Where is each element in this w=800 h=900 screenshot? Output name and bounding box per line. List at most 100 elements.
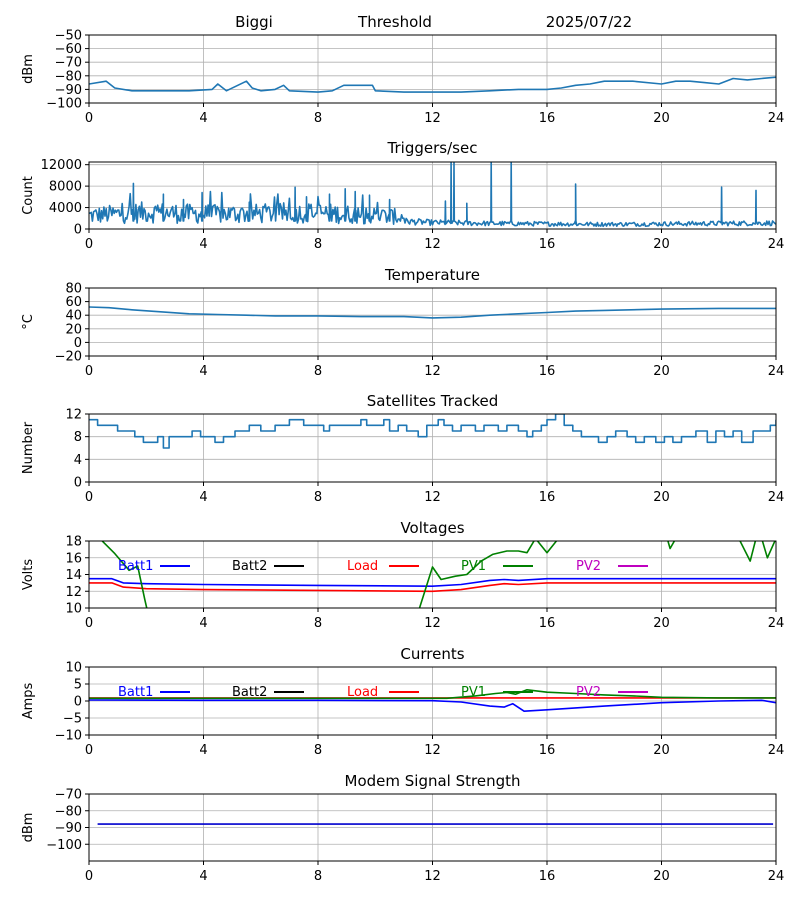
- x-tick-label: 20: [653, 869, 670, 884]
- legend-label-pv1: PV1: [461, 685, 486, 700]
- x-tick-label: 12: [424, 490, 441, 505]
- y-tick-label: 12: [65, 408, 82, 423]
- y-axis-label: dBm: [21, 54, 36, 84]
- y-tick-label: 10: [65, 661, 82, 676]
- series-line-pv1: [89, 689, 776, 700]
- x-tick-label: 12: [424, 237, 441, 252]
- y-tick-label: 4: [74, 453, 82, 468]
- y-tick-label: −100: [46, 838, 82, 853]
- x-tick-label: 4: [199, 490, 207, 505]
- x-tick-label: 0: [85, 869, 93, 884]
- y-tick-label: 8: [74, 430, 82, 445]
- x-tick-label: 8: [314, 743, 322, 758]
- legend-label-pv2: PV2: [576, 685, 601, 700]
- y-tick-label: 18: [65, 535, 82, 550]
- y-axis-label: Volts: [21, 559, 36, 591]
- y-tick-label: −80: [55, 804, 82, 819]
- y-tick-label: −90: [55, 83, 82, 98]
- series-line: [89, 306, 776, 319]
- x-tick-label: 0: [85, 616, 93, 631]
- x-tick-label: 4: [199, 616, 207, 631]
- chart-threshold: dBm 0 4 8 12 16 20 24 −100−90−80−70−60−50: [21, 29, 784, 127]
- legend-label-pv1: PV1: [461, 559, 486, 574]
- x-tick-label: 20: [653, 111, 670, 126]
- y-tick-label: 60: [65, 295, 82, 310]
- x-tick-label: 0: [85, 490, 93, 505]
- plot-area: [89, 414, 776, 449]
- y-tick-label: −20: [55, 350, 82, 365]
- x-tick-label: 8: [314, 490, 322, 505]
- x-tick-label: 4: [199, 869, 207, 884]
- x-tick-label: 12: [424, 364, 441, 379]
- plot-area: [89, 162, 776, 228]
- x-tick-label: 24: [768, 869, 785, 884]
- header-site: Biggi: [235, 13, 273, 31]
- chart-triggers: Triggers/sec Count 0 4 8 12 16 20 24 0 4000 8000 120…: [21, 139, 784, 252]
- x-tick-label: 8: [314, 364, 322, 379]
- x-tick-label: 4: [199, 237, 207, 252]
- chart-title: Triggers/sec: [387, 139, 478, 157]
- y-tick-label: −5: [63, 712, 82, 727]
- x-tick-label: 4: [199, 111, 207, 126]
- y-tick-label: 40: [65, 309, 82, 324]
- y-tick-label: 0: [74, 223, 82, 238]
- y-tick-label: −10: [55, 729, 82, 744]
- x-tick-label: 4: [199, 364, 207, 379]
- series-line-batt1: [89, 577, 776, 587]
- chart-title: Satellites Tracked: [367, 392, 498, 410]
- x-tick-label: 16: [539, 490, 556, 505]
- y-tick-label: −70: [55, 788, 82, 803]
- x-tick-label: 24: [768, 111, 785, 126]
- x-tick-label: 20: [653, 616, 670, 631]
- legend-label-batt2: Batt2: [232, 685, 267, 700]
- legend-label-batt1: Batt1: [118, 685, 153, 700]
- x-tick-label: 20: [653, 490, 670, 505]
- y-tick-label: −70: [55, 56, 82, 71]
- y-tick-label: 12000: [41, 158, 82, 173]
- y-tick-label: 0: [74, 695, 82, 710]
- x-tick-label: 0: [85, 364, 93, 379]
- y-tick-label: 16: [65, 551, 82, 566]
- y-tick-label: 0: [74, 476, 82, 491]
- plot-area: [89, 306, 776, 319]
- y-axis-label: dBm: [21, 813, 36, 843]
- y-tick-label: 12: [65, 585, 82, 600]
- x-tick-label: 16: [539, 616, 556, 631]
- y-tick-label: 0: [74, 336, 82, 351]
- x-tick-label: 8: [314, 111, 322, 126]
- y-tick-label: 14: [65, 568, 82, 583]
- series-line-pv1: [101, 541, 776, 608]
- chart-title: Currents: [400, 645, 464, 663]
- series-line: [89, 162, 776, 228]
- x-tick-label: 24: [768, 743, 785, 758]
- series-line: [89, 76, 776, 93]
- chart-currents: Currents Amps Batt1 Batt2 Load PV1 PV2 0 4 8 12 16 2…: [21, 645, 784, 758]
- chart-satellites: Satellites Tracked Number 0 4 8 12 16 20 24 0 4 8 12: [21, 392, 784, 505]
- x-tick-label: 12: [424, 743, 441, 758]
- x-tick-label: 0: [85, 743, 93, 758]
- legend-label-batt1: Batt1: [118, 559, 153, 574]
- x-tick-label: 0: [85, 111, 93, 126]
- chart-title: Voltages: [400, 519, 464, 537]
- plot-area: [89, 689, 776, 712]
- x-tick-label: 8: [314, 237, 322, 252]
- x-tick-label: 24: [768, 237, 785, 252]
- x-tick-label: 8: [314, 869, 322, 884]
- series-line: [89, 414, 776, 449]
- y-tick-label: −80: [55, 69, 82, 84]
- y-axis-label: Number: [21, 421, 36, 474]
- x-tick-label: 24: [768, 616, 785, 631]
- header-mode: Threshold: [357, 13, 432, 31]
- y-tick-label: 4000: [49, 201, 82, 216]
- x-tick-label: 16: [539, 237, 556, 252]
- plot-area: [89, 541, 776, 608]
- x-tick-label: 20: [653, 364, 670, 379]
- chart-voltages: Voltages Volts Batt1 Batt2 Load PV1 PV2 0 4 8 12 16…: [21, 519, 784, 631]
- chart-modem: Modem Signal Strength dBm 0 4 8 12 16 20 24 −100 −…: [21, 772, 784, 884]
- x-tick-label: 4: [199, 743, 207, 758]
- legend-label-load: Load: [347, 685, 378, 700]
- x-tick-label: 16: [539, 111, 556, 126]
